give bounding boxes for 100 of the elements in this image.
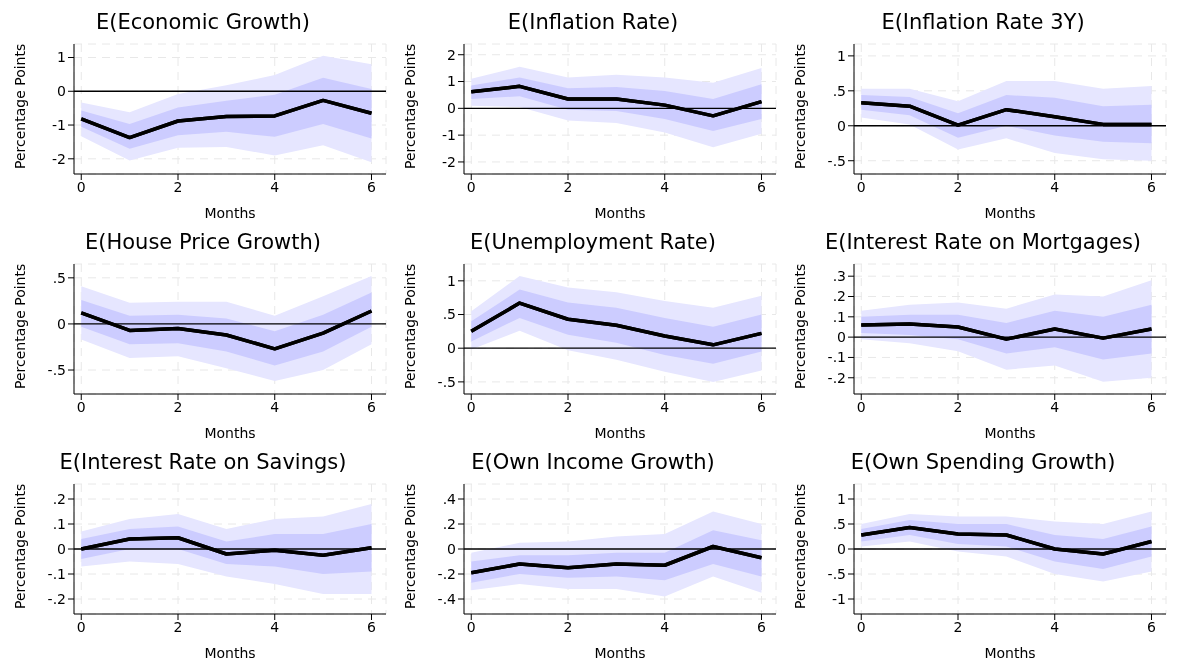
y-tick-label: 1: [57, 49, 66, 66]
y-tick-label: .5: [832, 515, 846, 532]
y-tick-label: -.2: [827, 369, 846, 386]
x-tick-label: 4: [660, 178, 670, 195]
x-tick-label: 4: [660, 398, 670, 415]
x-tick-label: 4: [1050, 178, 1060, 195]
chart-title: E(Own Income Growth): [470, 449, 716, 476]
x-axis-title: Months: [594, 205, 646, 221]
x-tick-label: 6: [1147, 398, 1157, 415]
y-tick-label: -.2: [47, 590, 66, 607]
y-tick-label: -.1: [47, 565, 66, 582]
x-axis-title: Months: [204, 205, 256, 221]
y-tick-label: 0: [447, 540, 456, 557]
x-tick-label: 4: [270, 618, 280, 635]
y-tick-label: 1: [447, 272, 456, 289]
x-tick-label: 2: [953, 178, 963, 195]
chart-title: E(Economic Growth): [95, 9, 311, 36]
chart-title: E(Inflation Rate): [506, 9, 680, 36]
y-tick-label: 0: [837, 540, 846, 557]
y-tick-label: -.4: [437, 590, 457, 607]
x-axis-title: Months: [594, 645, 646, 661]
y-tick-label: -.2: [437, 565, 456, 582]
x-tick-label: 0: [856, 178, 866, 195]
y-tick-label: .4: [442, 490, 457, 507]
x-tick-label: 0: [466, 178, 476, 195]
chart-title: E(Inflation Rate 3Y): [880, 9, 1086, 36]
y-tick-label: -1: [52, 117, 66, 134]
y-tick-label: .3: [832, 268, 846, 285]
y-tick-label: -.5: [827, 152, 846, 169]
x-tick-label: 2: [173, 618, 183, 635]
y-tick-label: 0: [57, 83, 66, 100]
x-axis-title: Months: [594, 425, 646, 441]
x-tick-label: 0: [76, 618, 86, 635]
y-axis-title: Percentage Points: [11, 483, 28, 609]
y-axis-title: Percentage Points: [11, 43, 28, 169]
chart-title: E(Unemployment Rate): [469, 229, 717, 256]
x-tick-label: 2: [563, 618, 573, 635]
x-tick-label: 4: [270, 398, 280, 415]
y-tick-label: .2: [442, 515, 456, 532]
y-axis-title: Percentage Points: [401, 43, 418, 169]
x-tick-label: 6: [757, 618, 767, 635]
x-tick-label: 2: [563, 398, 573, 415]
x-tick-label: 0: [466, 398, 476, 415]
chart-title: E(Interest Rate on Savings): [58, 449, 348, 476]
x-tick-label: 6: [367, 618, 377, 635]
x-tick-label: 6: [757, 398, 767, 415]
x-tick-label: 4: [1050, 618, 1060, 635]
x-tick-label: 0: [76, 398, 86, 415]
x-tick-label: 2: [173, 398, 183, 415]
x-tick-label: 6: [367, 398, 377, 415]
y-axis-title: Percentage Points: [401, 483, 418, 609]
x-tick-label: 2: [173, 178, 183, 195]
y-tick-label: 0: [447, 100, 456, 117]
x-tick-label: 6: [757, 178, 767, 195]
x-tick-label: 6: [367, 178, 377, 195]
x-axis-title: Months: [204, 645, 256, 661]
x-tick-label: 0: [76, 178, 86, 195]
y-tick-label: 0: [447, 340, 456, 357]
y-tick-label: -.5: [47, 362, 66, 378]
y-tick-label: 1: [837, 47, 846, 64]
y-axis-title: Percentage Points: [11, 263, 28, 389]
y-tick-label: 1: [447, 73, 456, 90]
y-tick-label: .2: [832, 288, 846, 305]
y-tick-label: -.5: [437, 373, 456, 390]
x-tick-label: 0: [466, 618, 476, 635]
y-tick-label: .1: [832, 308, 846, 325]
chart-title: E(Interest Rate on Mortgages): [823, 229, 1143, 256]
x-tick-label: 4: [270, 178, 280, 195]
x-tick-label: 2: [953, 618, 963, 635]
y-tick-label: .5: [832, 82, 846, 99]
y-tick-label: .1: [52, 515, 66, 532]
chart-title: E(Own Spending Growth): [849, 449, 1117, 476]
x-axis-title: Months: [984, 205, 1036, 221]
y-tick-label: .5: [442, 306, 456, 323]
y-tick-label: 0: [837, 329, 846, 346]
y-tick-label: 2: [447, 46, 456, 63]
x-tick-label: 2: [953, 398, 963, 415]
y-tick-label: .2: [52, 490, 66, 507]
y-tick-label: .5: [52, 269, 66, 286]
y-tick-label: -1: [832, 590, 846, 607]
y-tick-label: -1: [442, 127, 456, 144]
x-tick-label: 6: [1147, 178, 1157, 195]
y-axis-title: Percentage Points: [791, 43, 808, 169]
y-tick-label: -.5: [827, 565, 846, 582]
x-axis-title: Months: [984, 645, 1036, 661]
x-tick-label: 2: [563, 178, 573, 195]
y-tick-label: 0: [57, 315, 66, 332]
x-tick-label: 4: [1050, 398, 1060, 415]
y-tick-label: 1: [837, 490, 846, 507]
x-axis-title: Months: [984, 425, 1036, 441]
x-tick-label: 0: [856, 398, 866, 415]
y-axis-title: Percentage Points: [791, 263, 808, 389]
x-tick-label: 6: [1147, 618, 1157, 635]
y-tick-label: -2: [52, 150, 66, 167]
y-tick-label: 0: [57, 540, 66, 557]
y-axis-title: Percentage Points: [791, 483, 808, 609]
x-axis-title: Months: [204, 425, 256, 441]
y-axis-title: Percentage Points: [401, 263, 418, 389]
y-tick-label: -.1: [827, 349, 846, 366]
chart-title: E(House Price Growth): [83, 229, 323, 256]
